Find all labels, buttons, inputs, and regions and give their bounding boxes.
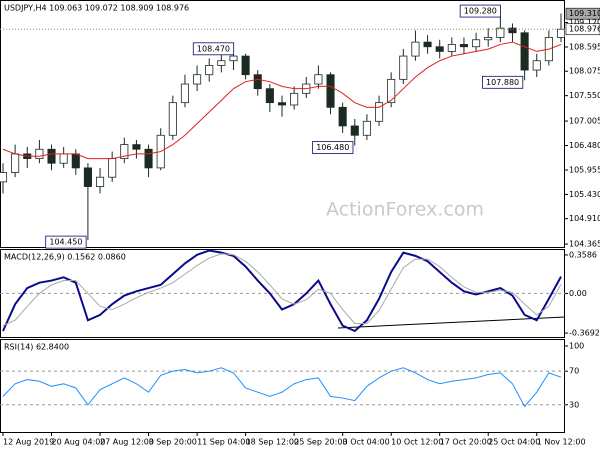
watermark: ActionForex.com (326, 199, 484, 221)
annotation-box (482, 75, 524, 89)
y-tick-label: 70 (569, 367, 579, 376)
candle-body (241, 55, 250, 76)
candle-body (484, 37, 493, 41)
y-tick-label: 108.075 (569, 67, 600, 76)
candle-body (290, 92, 299, 106)
candle-body (411, 41, 420, 57)
candle-body (132, 144, 141, 150)
candle-body (496, 27, 505, 38)
y-tick-label: 104.365 (569, 240, 600, 249)
y-tick-label: 0.3586 (569, 250, 597, 259)
series-line (2, 249, 562, 333)
x-tick-label: 3 Oct 04:00 (343, 438, 390, 447)
candle-body (217, 60, 226, 66)
candle-body (556, 28, 566, 38)
candle-body (96, 176, 105, 187)
rsi-panel (0, 339, 565, 433)
price-panel (0, 0, 565, 248)
candle-body (0, 172, 8, 183)
candle-body (338, 106, 347, 127)
candle-body (253, 74, 262, 90)
candle-body (520, 32, 529, 71)
series-line (2, 253, 562, 327)
x-tick-label: 1 Nov 12:00 (537, 438, 586, 447)
panel-title: RSI(14) 62.8400 (4, 343, 69, 352)
y-tick-label: 108.595 (569, 42, 600, 51)
candle-body (387, 78, 396, 104)
series-line (2, 367, 562, 408)
candle-body (120, 144, 129, 159)
candle-body (277, 102, 287, 106)
trend-line (337, 316, 566, 329)
y-tick-label: 104.910 (569, 214, 600, 223)
annotation-box (192, 42, 235, 56)
candle-body (435, 46, 444, 52)
y-tick-label: 107.005 (569, 117, 600, 126)
candle-body (459, 44, 468, 48)
x-tick-label: 3 Sep 20:00 (149, 438, 197, 447)
price-marker-label: 109.310 (569, 9, 600, 18)
candle-body (423, 41, 432, 48)
x-tick-label: 20 Aug 04:00 (52, 438, 106, 447)
candle-body (193, 74, 202, 85)
candle-body (144, 148, 153, 169)
moving-average (2, 41, 562, 160)
candle-body (472, 39, 481, 48)
candle-body (71, 153, 80, 169)
candle-body (375, 102, 384, 122)
annotation-label: 106.480 (316, 143, 349, 152)
annotation-label: 104.450 (49, 238, 82, 247)
candle-body (508, 27, 517, 34)
y-tick-label: 0.00 (569, 289, 587, 298)
price-marker-label: 108.976 (569, 25, 600, 34)
annotation-box (312, 141, 354, 154)
y-tick-label: -0.3692 (569, 329, 600, 338)
x-tick-label: 10 Oct 12:00 (391, 438, 443, 447)
candle-body (47, 148, 56, 164)
candle-body (314, 74, 323, 85)
candle-body (180, 83, 189, 104)
candle-body (205, 64, 214, 76)
y-tick-label: 105.955 (569, 165, 600, 174)
candle-body (168, 102, 177, 136)
x-tick-label: 11 Sep 04:00 (197, 438, 250, 447)
y-tick-label: 30 (569, 400, 579, 409)
y-tick-label: 109.120 (569, 18, 600, 27)
x-tick-label: 18 Sep 12:00 (246, 438, 299, 447)
candle-body (108, 158, 117, 178)
candle-body (350, 125, 359, 136)
candle-body (59, 153, 68, 164)
candle-body (11, 153, 20, 173)
candle-body (35, 148, 44, 159)
annotation-label: 107.880 (486, 78, 519, 87)
y-tick-label: 107.550 (569, 91, 600, 100)
candle-body (265, 88, 274, 104)
panel-title: USDJPY,H4 109.063 109.072 108.909 108.97… (4, 4, 189, 13)
candle-body (447, 44, 456, 52)
price-marker-box (565, 7, 600, 20)
annotation-box (459, 4, 501, 18)
candle-body (532, 60, 541, 71)
price-marker-box (565, 23, 600, 36)
x-tick-label: 17 Oct 20:00 (440, 438, 492, 447)
x-tick-label: 25 Oct 04:00 (488, 438, 540, 447)
x-tick-label: 27 Aug 12:00 (100, 438, 154, 447)
panel-title: MACD(12,26,9) 0.1562 0.0860 (4, 253, 126, 262)
candle-body (362, 120, 371, 136)
y-tick-label: 100 (569, 341, 584, 350)
annotation-box (45, 235, 87, 249)
x-tick-label: 25 Sep 20:00 (294, 438, 347, 447)
x-tick-label: 12 Aug 2019 (3, 438, 54, 447)
candle-body (326, 74, 335, 108)
candle-body (229, 55, 238, 62)
candle-body (83, 167, 92, 187)
annotation-label: 109.280 (464, 7, 497, 16)
annotation-label: 108.470 (197, 44, 230, 53)
y-tick-label: 105.430 (569, 190, 600, 199)
candle-body (399, 55, 408, 80)
y-tick-label: 106.480 (569, 141, 600, 150)
